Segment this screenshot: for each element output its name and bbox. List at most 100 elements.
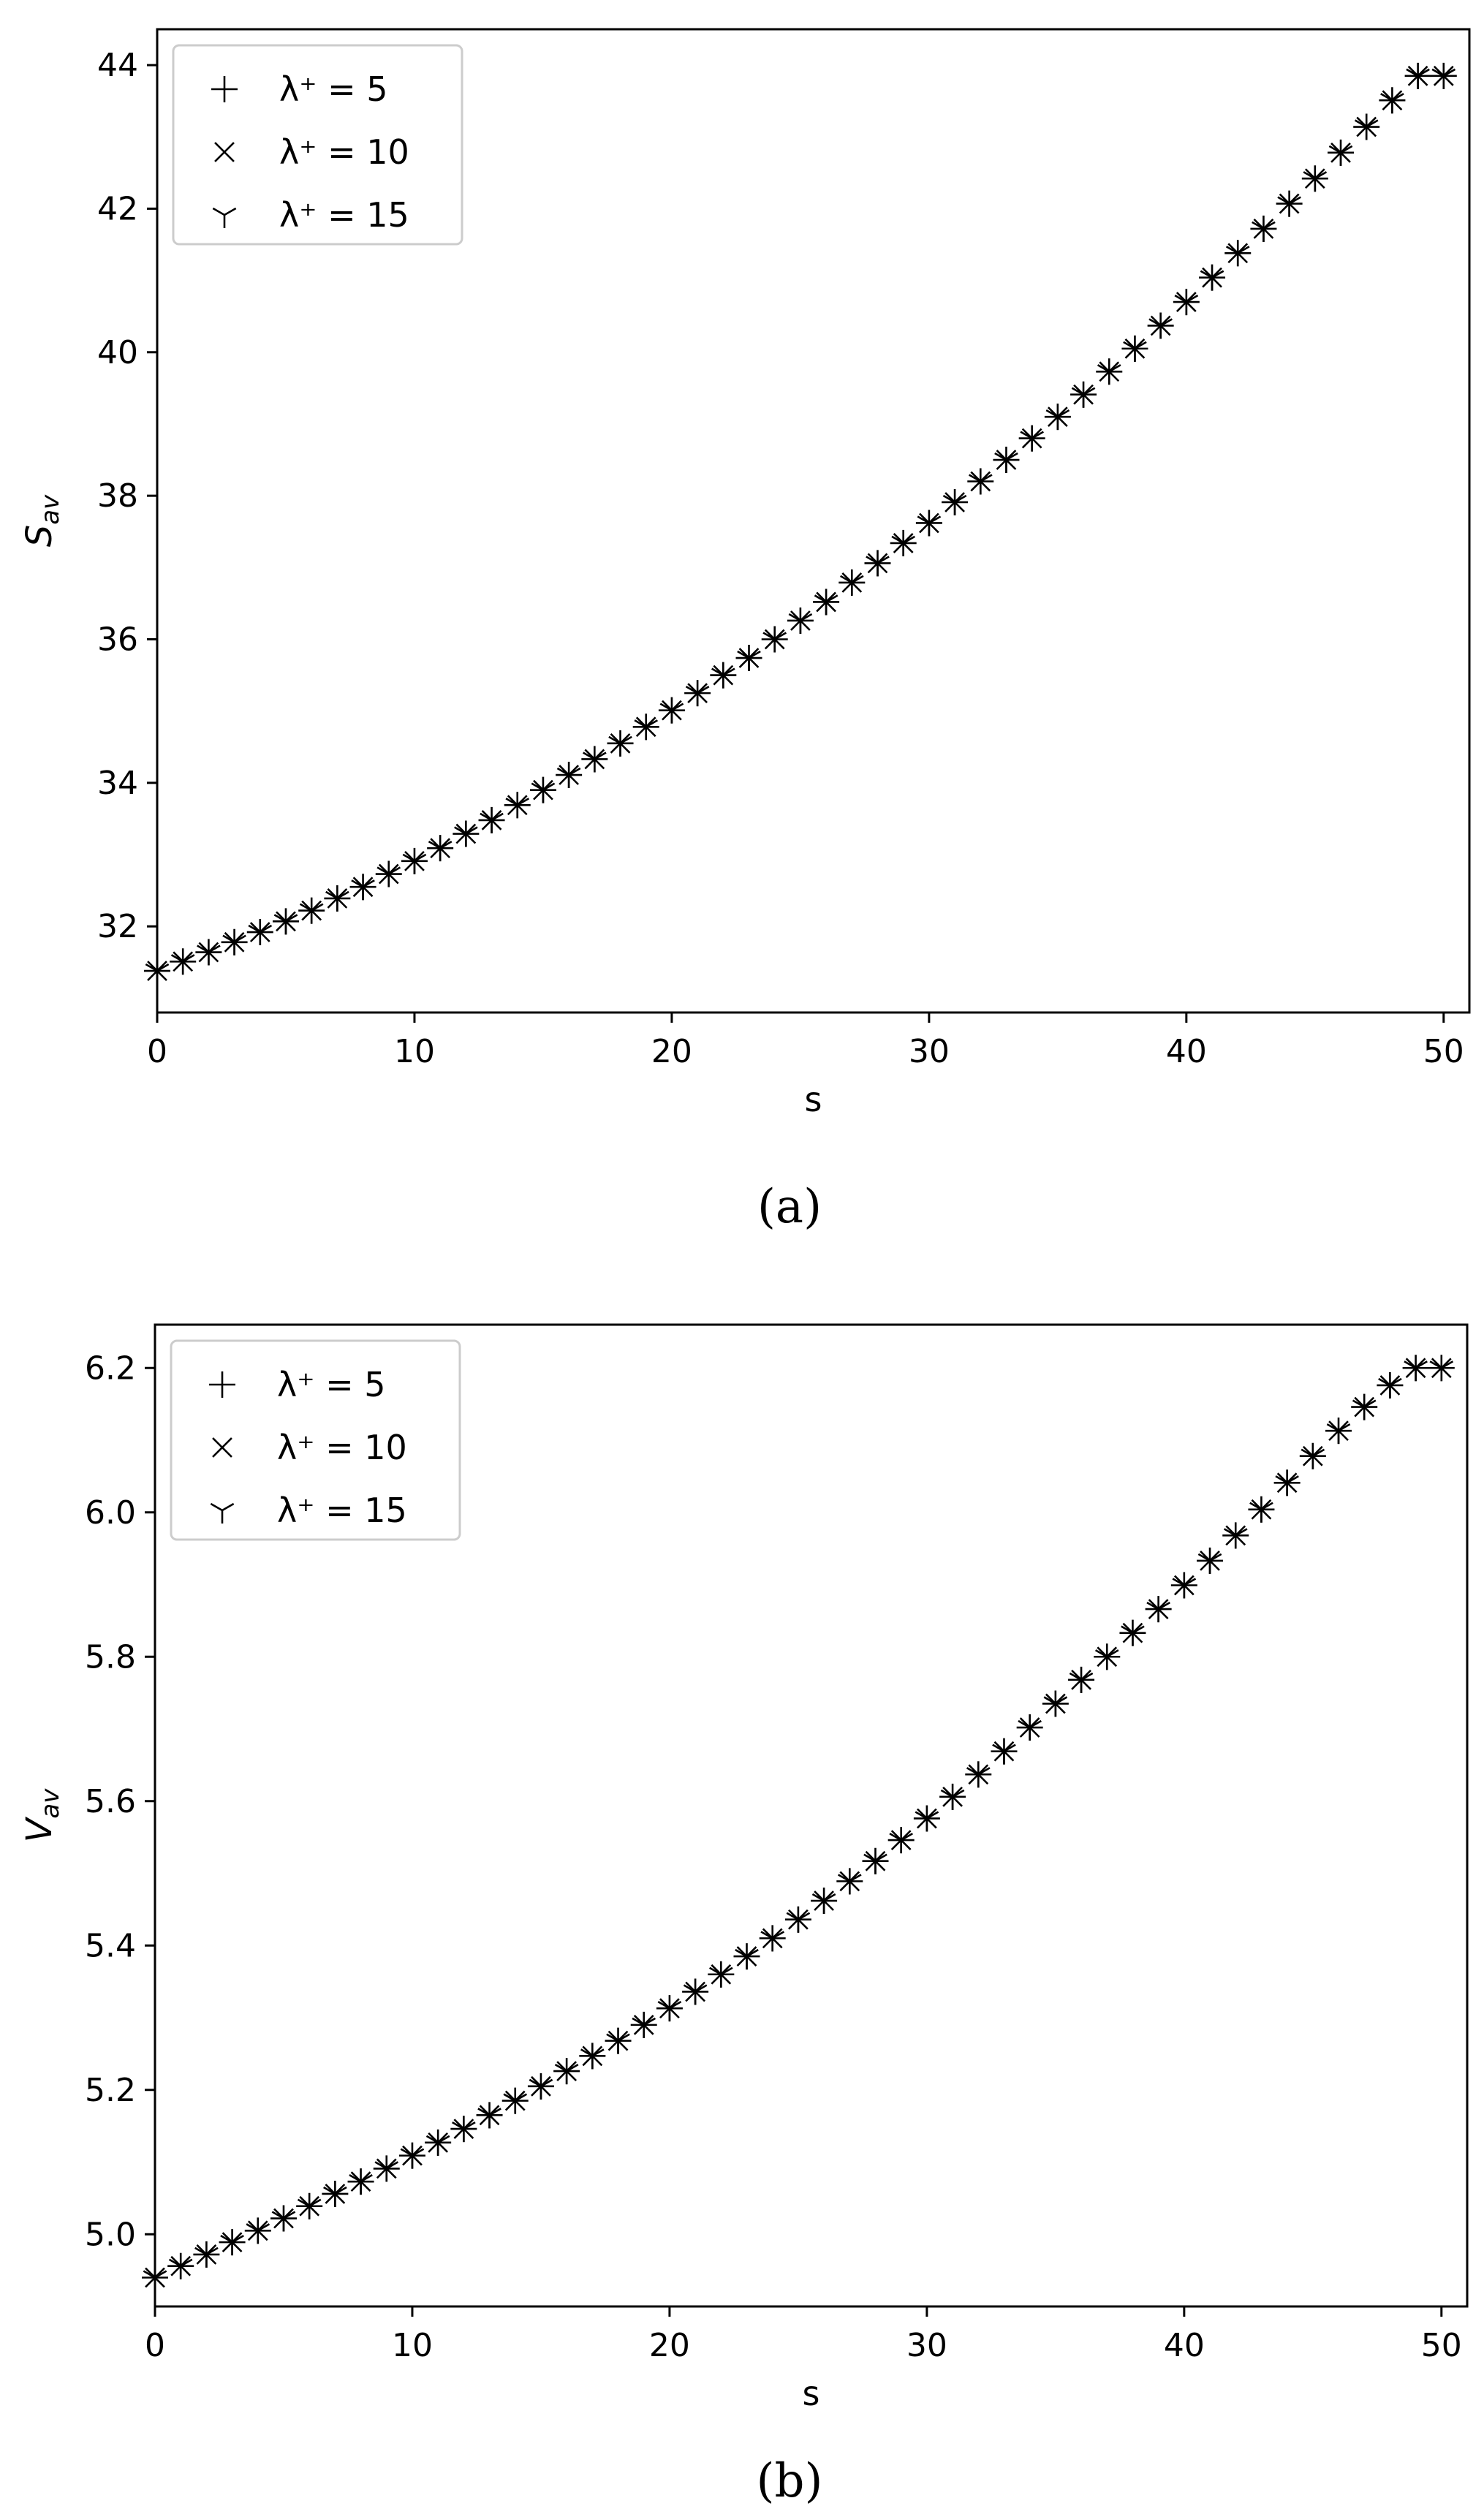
panel-a-point	[197, 945, 221, 966]
panel-b-point	[271, 2211, 296, 2232]
panel-b-y-axis-label-sub: av	[36, 1788, 65, 1819]
panel-b-point	[425, 2135, 450, 2156]
panel-a-legend: λ⁺ = 5 λ⁺ = 10 λ⁺ = 15	[172, 44, 463, 246]
panel-a-point	[788, 613, 813, 634]
panel-b-point	[1249, 1502, 1273, 1523]
panel-b-point	[992, 1744, 1016, 1765]
panel-a-point	[685, 685, 710, 707]
panel-a-point	[1225, 246, 1250, 267]
panel-a-y-tick-label: 34	[97, 765, 138, 802]
panel-b-point	[1404, 1360, 1428, 1382]
panel-a-point	[273, 914, 298, 935]
panel-a-point	[1071, 387, 1096, 408]
panel-a-point	[942, 494, 967, 515]
panel-b-point	[632, 2017, 656, 2038]
panel-a-point	[711, 667, 735, 689]
panel-a-point	[1252, 221, 1276, 242]
panel-b-point	[529, 2078, 553, 2100]
panel-a-y-tick-label: 42	[97, 190, 138, 227]
panel-b-point	[580, 2048, 605, 2070]
panel-a-point	[505, 798, 530, 819]
panel-b-point	[349, 2174, 373, 2195]
panel-b-point	[323, 2186, 347, 2207]
panel-a-x-tick-label: 50	[1423, 1033, 1464, 1070]
panel-a-y-tick-label: 32	[97, 908, 138, 945]
panel-a-point	[480, 812, 504, 833]
panel-b-series-2	[143, 1360, 1454, 2291]
panel-a-legend-box	[172, 44, 463, 246]
panel-a-x-tick-label: 0	[147, 1033, 167, 1070]
panel-b-point	[1018, 1719, 1042, 1741]
panel-b-y-tick-label: 5.6	[85, 1783, 136, 1820]
panel-a-point	[170, 954, 195, 975]
panel-b-legend: λ⁺ = 5 λ⁺ = 10 λ⁺ = 15	[170, 1339, 461, 1541]
panel-a-point	[1020, 431, 1044, 452]
panel-a-point	[1354, 119, 1379, 140]
panel-b-point	[709, 1967, 733, 1988]
panel-a-point	[994, 452, 1018, 474]
panel-a-x-tick-label: 20	[651, 1033, 692, 1070]
panel-a-point	[376, 866, 401, 887]
panel-b-point	[889, 1832, 913, 1854]
panel-b-point	[1069, 1672, 1094, 1693]
panel-a-point	[1406, 68, 1430, 89]
panel-a-x-tick-label: 10	[394, 1033, 435, 1070]
panel-b-point	[657, 2001, 682, 2022]
panel-b-y-tick-label: 5.2	[85, 2072, 136, 2109]
panel-b-point	[1172, 1578, 1197, 1599]
panel-b-chart: 0 10 20 30 40 50 5.0 5.2 5.4 5.6 5.8 6.0 6.2 s Vav λ⁺ =…	[19, 1323, 1469, 2413]
panel-a-y-axis-label: Sav	[19, 494, 65, 547]
panel-b-x-tick-label: 20	[649, 2327, 690, 2364]
panel-b-point	[194, 2247, 219, 2268]
panel-b-y-tick-label: 5.8	[85, 1638, 136, 1676]
panel-b-point	[1223, 1528, 1248, 1549]
panel-b-y-axis-label-main: V	[19, 1816, 60, 1842]
panel-b-point	[246, 2223, 270, 2244]
panel-b-point	[374, 2161, 399, 2182]
panel-b-point	[915, 1811, 939, 1832]
panel-a-y-axis-label-main: S	[19, 525, 60, 547]
panel-a-point	[634, 719, 659, 741]
panel-a-series-2	[145, 68, 1456, 985]
panel-a-point	[351, 879, 375, 901]
panel-a-point	[583, 752, 607, 773]
panel-b-point	[1121, 1625, 1145, 1646]
panel-a-point	[454, 826, 478, 847]
panel-b-point	[940, 1789, 965, 1810]
panel-a-point	[1148, 318, 1173, 339]
panel-b-point	[1094, 1649, 1119, 1670]
panel-a-point	[325, 890, 349, 912]
panel-a-point	[1328, 145, 1353, 166]
panel-b-legend-marker	[210, 1502, 235, 1524]
panel-b-legend-marker	[209, 1371, 235, 1398]
panel-b-y-tick-label: 6.2	[85, 1350, 136, 1387]
panel-b-point	[1301, 1448, 1325, 1469]
panel-b-point	[452, 2121, 476, 2143]
panel-b-point	[863, 1853, 887, 1874]
panel-b-legend-box	[170, 1339, 461, 1541]
panel-b-x-tick-label: 0	[145, 2327, 165, 2364]
panel-a-legend-marker	[212, 207, 237, 228]
panel-a-point	[1303, 171, 1328, 192]
panel-b-point	[1352, 1399, 1377, 1420]
panel-b-legend-label: λ⁺ = 5	[277, 1365, 386, 1404]
panel-a-axes-frame	[156, 28, 1471, 1014]
panel-a-point	[839, 575, 864, 596]
panel-b-y-axis-label: Vav	[19, 1788, 65, 1843]
panel-a-point	[1174, 294, 1199, 316]
panel-b-legend-label: λ⁺ = 10	[277, 1428, 407, 1467]
panel-b-x-tick-label: 30	[906, 2327, 947, 2364]
panel-a-point	[608, 735, 632, 757]
panel-b-label: (b)	[757, 2454, 823, 2508]
panel-a-point	[556, 767, 581, 789]
panel-b-point	[1378, 1377, 1402, 1398]
panel-b-point	[1146, 1601, 1170, 1623]
panel-a-point	[222, 934, 246, 955]
panel-b-y-tick-label: 5.0	[85, 2216, 136, 2253]
panel-b-x-tick-label: 50	[1421, 2327, 1462, 2364]
panel-a-point	[968, 474, 993, 495]
panel-a-point	[428, 841, 453, 862]
panel-b-point	[786, 1912, 811, 1933]
panel-b-point	[220, 2234, 244, 2256]
